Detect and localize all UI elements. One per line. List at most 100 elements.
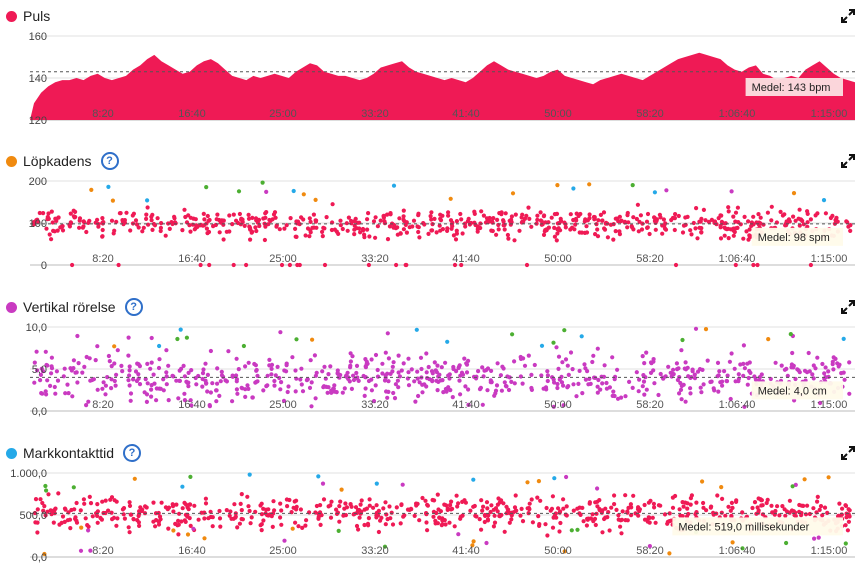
data-point bbox=[428, 214, 433, 219]
data-point bbox=[87, 494, 92, 499]
cadence-help-icon[interactable]: ? bbox=[100, 152, 119, 170]
vertical-help-icon[interactable]: ? bbox=[124, 298, 143, 316]
data-point bbox=[155, 216, 160, 221]
data-point bbox=[513, 509, 518, 514]
expand-icon[interactable] bbox=[841, 154, 855, 168]
data-point bbox=[262, 237, 267, 243]
data-point bbox=[80, 370, 85, 375]
data-point bbox=[448, 503, 453, 508]
data-point bbox=[186, 370, 191, 375]
data-point bbox=[127, 530, 132, 535]
data-point bbox=[665, 521, 670, 526]
data-point bbox=[703, 327, 709, 332]
data-point bbox=[263, 215, 268, 220]
data-point bbox=[109, 218, 115, 223]
data-point bbox=[644, 219, 650, 224]
data-point bbox=[443, 522, 448, 527]
data-point bbox=[479, 209, 484, 214]
data-point bbox=[408, 506, 414, 511]
data-point bbox=[455, 504, 460, 509]
data-point bbox=[700, 367, 705, 372]
vertical-chart[interactable]: 10,0 5,0 0,0 8:20 16:40 25:00 33:20 41:40 50:00 5… bbox=[0, 291, 867, 421]
data-point bbox=[297, 222, 302, 227]
data-point bbox=[400, 482, 405, 487]
y-tick-label: 100 bbox=[29, 218, 47, 230]
data-point bbox=[214, 388, 219, 393]
expand-icon[interactable] bbox=[841, 9, 855, 23]
data-point bbox=[406, 370, 411, 375]
data-point bbox=[182, 207, 187, 212]
data-point bbox=[87, 218, 92, 223]
pulse-chart[interactable]: 160 140 120 8:20 16:40 25:00 33:20 41:40 50:00 58… bbox=[0, 0, 867, 130]
data-point bbox=[507, 510, 512, 515]
data-point bbox=[595, 384, 600, 389]
gct-chart[interactable]: 1.000,0 500,0 0,0 8:20 16:40 25:00 33:20 41:40 5… bbox=[0, 437, 867, 567]
data-point bbox=[759, 503, 764, 508]
data-point bbox=[151, 372, 156, 377]
data-point bbox=[126, 353, 131, 358]
data-point bbox=[843, 541, 848, 546]
data-point bbox=[109, 495, 115, 500]
x-tick-label: 16:40 bbox=[178, 545, 206, 557]
data-point bbox=[95, 520, 100, 525]
data-point bbox=[267, 357, 272, 362]
expand-icon[interactable] bbox=[841, 300, 855, 314]
data-point bbox=[363, 386, 368, 391]
data-point bbox=[563, 225, 568, 230]
data-point bbox=[307, 216, 312, 221]
cadence-chart[interactable]: 200 100 0 8:20 16:40 25:00 33:20 41:40 50:00 58:2… bbox=[0, 145, 867, 275]
data-point bbox=[307, 234, 312, 239]
data-point bbox=[845, 220, 850, 225]
data-point bbox=[456, 501, 461, 506]
data-point bbox=[799, 513, 804, 518]
data-point bbox=[513, 212, 518, 217]
data-point bbox=[32, 510, 38, 516]
data-point bbox=[778, 209, 783, 214]
expand-icon[interactable] bbox=[841, 446, 855, 460]
data-point bbox=[717, 369, 722, 374]
data-point bbox=[43, 483, 48, 489]
data-point bbox=[430, 497, 435, 503]
data-point bbox=[686, 511, 691, 517]
gct-help-icon[interactable]: ? bbox=[123, 444, 142, 462]
data-point bbox=[726, 504, 731, 509]
data-point bbox=[519, 506, 524, 511]
data-point bbox=[243, 387, 248, 392]
data-point bbox=[228, 509, 233, 514]
data-point bbox=[715, 360, 721, 365]
data-point bbox=[110, 517, 115, 522]
data-point bbox=[419, 366, 424, 372]
data-point bbox=[623, 493, 628, 498]
data-point bbox=[493, 391, 498, 396]
data-point bbox=[69, 507, 74, 513]
data-point bbox=[736, 372, 741, 377]
data-point bbox=[38, 378, 43, 383]
data-point bbox=[227, 213, 232, 218]
data-point bbox=[596, 218, 601, 223]
data-point bbox=[133, 369, 139, 374]
data-point bbox=[47, 232, 52, 237]
data-point bbox=[205, 213, 210, 219]
data-point bbox=[361, 228, 366, 233]
data-point bbox=[313, 218, 318, 223]
data-point bbox=[234, 218, 239, 223]
data-point bbox=[332, 227, 337, 232]
data-point bbox=[801, 503, 806, 508]
data-point bbox=[558, 520, 563, 526]
data-point bbox=[166, 526, 171, 531]
data-point bbox=[645, 211, 651, 217]
data-point bbox=[396, 370, 401, 375]
data-point bbox=[496, 227, 501, 232]
data-point bbox=[272, 508, 277, 513]
data-point bbox=[176, 518, 181, 523]
data-point bbox=[658, 503, 663, 508]
data-point bbox=[238, 501, 243, 506]
data-point bbox=[595, 346, 600, 351]
data-point bbox=[600, 381, 605, 386]
data-point bbox=[746, 237, 751, 242]
data-point bbox=[44, 226, 49, 231]
data-point bbox=[766, 337, 771, 342]
data-point bbox=[685, 506, 690, 511]
data-point bbox=[46, 211, 51, 216]
data-point bbox=[152, 381, 157, 386]
